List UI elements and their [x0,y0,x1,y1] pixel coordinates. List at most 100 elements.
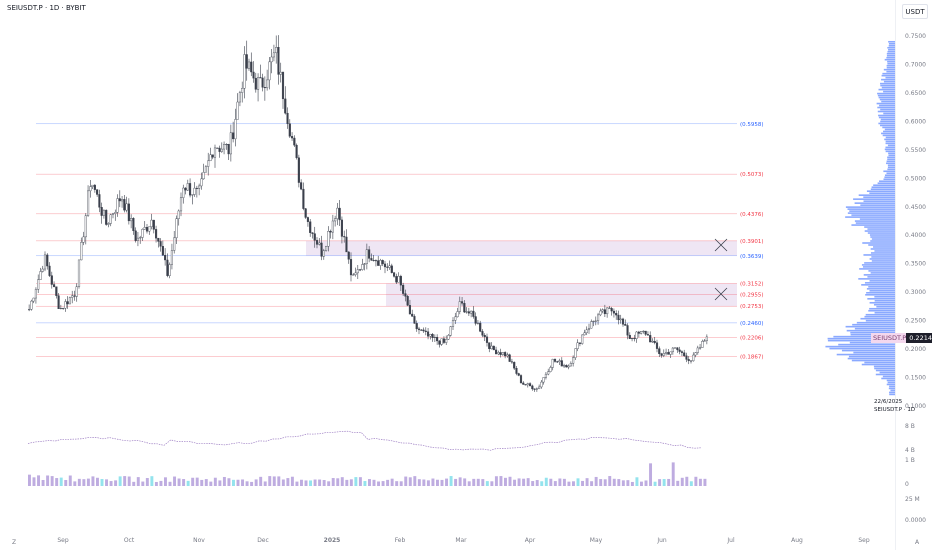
volume-bar [96,477,99,486]
candle-body [195,187,198,189]
candle-body [191,194,194,196]
profile-bar [860,204,895,206]
profile-bar [879,180,895,183]
candle-body [472,310,475,317]
volume-bar [250,481,254,486]
volume-bar [408,477,412,486]
candle-body [152,219,155,230]
candle-body [252,71,255,79]
profile-bar [825,345,895,348]
currency-unit-button[interactable]: USDT [902,4,928,19]
candle-body [209,154,212,162]
profile-bar [889,391,895,394]
volume-bar [177,478,181,486]
volume-bar [245,481,249,486]
candle-body [637,331,640,334]
volume-bar [445,478,449,486]
profile-bar [886,379,895,382]
volume-bar [77,478,81,486]
x-tick-label: Feb [395,537,406,544]
profile-bar [874,311,895,314]
candle-body [98,194,101,208]
candle-body [676,347,679,351]
profile-bar [884,174,895,177]
profile-bar [854,220,895,222]
volume-bars [28,462,707,486]
profile-bar [879,98,895,101]
candle-body [501,352,504,355]
y-tick-label: 0.7000 [905,61,926,68]
right-corner-label[interactable]: A [915,539,920,546]
candle-body [32,297,35,302]
candle-body [177,210,180,219]
volume-bar [290,476,294,486]
candle-body [361,264,364,270]
volume-bar [640,481,643,486]
profile-bar [884,128,895,131]
profile-bar [884,138,895,141]
profile-bar [885,76,895,79]
candle-body [438,340,441,345]
volume-tick-label: 0.0000 [905,517,926,524]
y-tick-label: 0.5000 [905,175,926,182]
volume-bar [517,478,521,486]
profile-bar [858,278,895,280]
volume-bar [544,477,548,486]
candle-body [71,295,74,298]
volume-bar [123,476,127,486]
volume-bar [635,477,639,486]
candle-body [318,242,321,245]
candle-body [640,331,643,334]
profile-bar [851,214,895,216]
candle-body [490,345,493,350]
candle-body [243,54,246,89]
volume-bar [417,479,421,486]
candle-body [499,352,502,355]
candle-body [567,365,570,368]
candle-body [379,260,382,266]
candle-body [504,352,507,357]
volume-bar [114,480,118,486]
volume-bar [585,478,589,486]
candle-body [395,276,398,283]
profile-bar [887,60,895,63]
candle-body [374,260,377,262]
candle-body [653,340,656,343]
candle-body [397,275,400,283]
candle-body [182,187,185,198]
candle-body [320,242,323,257]
profile-bar [853,198,895,200]
profile-bar [886,52,895,55]
candle-body [633,338,636,340]
y-tick-label: 0.2500 [905,318,926,325]
volume-bar [490,481,494,486]
volume-bar [154,481,158,486]
volume-bar [522,478,526,486]
candle-body [200,178,203,187]
profile-bar [880,82,895,85]
candle-body [340,219,343,237]
profile-bar [876,102,895,105]
candle-body [594,320,597,322]
volume-bar [209,481,213,486]
candle-body [535,388,538,390]
volume-bar [649,463,653,486]
volume-bar [526,478,530,486]
profile-bar [868,244,895,246]
candle-body [533,388,536,390]
candle-body [606,307,609,315]
candle-body [220,148,223,152]
volume-bar [599,479,603,486]
oscillator-path [27,430,702,451]
candle-body [329,231,332,233]
volume-bar [436,479,439,486]
candle-body [257,77,260,90]
candle-body [420,329,423,331]
volume-bar [449,476,453,486]
volume-bar [32,477,36,486]
candle-body [229,132,232,155]
volume-bar [608,476,612,486]
volume-bar [313,479,317,486]
candle-body [655,342,659,349]
